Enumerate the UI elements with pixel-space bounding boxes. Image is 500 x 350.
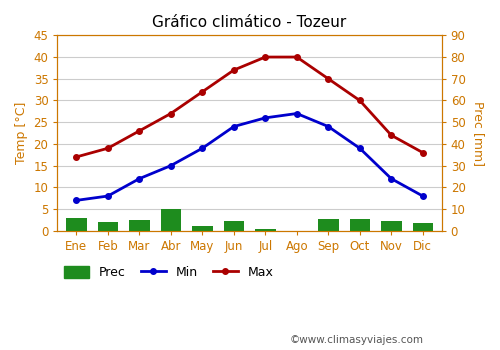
Bar [192,226,212,231]
Bar [381,221,402,231]
Bar [160,209,181,231]
Bar [318,219,338,231]
Text: ©www.climasyviajes.com: ©www.climasyviajes.com [290,335,424,345]
Bar [224,221,244,231]
Y-axis label: Temp [°C]: Temp [°C] [15,102,28,164]
Bar [129,220,150,231]
Legend: Prec, Min, Max: Prec, Min, Max [64,266,274,279]
Bar [255,229,276,231]
Y-axis label: Prec [mm]: Prec [mm] [472,100,485,166]
Bar [98,222,118,231]
Bar [412,223,433,231]
Title: Gráfico climático - Tozeur: Gráfico climático - Tozeur [152,15,346,30]
Bar [66,218,86,231]
Bar [350,219,370,231]
